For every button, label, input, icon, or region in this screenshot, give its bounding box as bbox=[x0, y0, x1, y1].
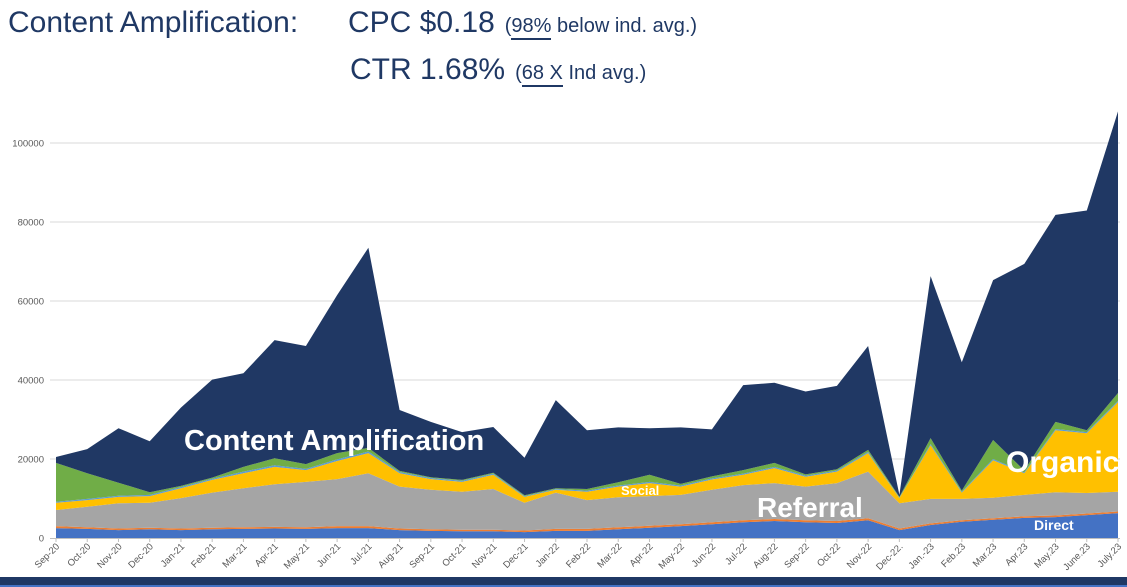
y-axis-tick-label: 80000 bbox=[18, 218, 44, 229]
x-axis-tick-label: Apr.23 bbox=[1003, 541, 1030, 568]
ctr-note: (68 X Ind avg.) bbox=[515, 62, 646, 87]
x-axis-tick-label: Sep-20 bbox=[33, 541, 62, 570]
x-axis-tick-label: Dec-22. bbox=[874, 541, 905, 572]
x-axis-tick-label: May-22 bbox=[657, 541, 687, 571]
series-label-organic: Organic bbox=[1006, 446, 1120, 479]
x-axis-tick-label: Jun-21 bbox=[315, 541, 343, 569]
series-label-content-amplification: Content Amplification bbox=[184, 425, 485, 457]
footer-bar bbox=[0, 577, 1127, 585]
x-axis-tick-label: May.23 bbox=[1032, 541, 1061, 570]
y-axis-tick-label: 0 bbox=[39, 534, 44, 545]
x-axis-tick-label: Dec-20 bbox=[126, 541, 155, 570]
x-axis-tick-label: Nov-22 bbox=[845, 541, 874, 570]
footer-accent-strip bbox=[0, 585, 1127, 587]
ctr-note-underlined: 68 X bbox=[521, 62, 563, 87]
x-axis-tick-label: Aug-22 bbox=[751, 541, 780, 570]
x-axis-tick-label: Jan-22 bbox=[534, 541, 562, 569]
area-unlabeled-light-blue bbox=[56, 400, 1118, 503]
x-axis-tick-label: Jun-22 bbox=[690, 541, 718, 569]
area-content-amplification bbox=[56, 111, 1118, 497]
cpc-note-underlined: 98% bbox=[511, 15, 552, 40]
x-axis-tick-label: Jul-22 bbox=[723, 541, 749, 567]
x-axis-tick-label: Sep-22 bbox=[782, 541, 811, 570]
x-axis-tick-label: Jul-21 bbox=[348, 541, 374, 567]
area-social bbox=[56, 393, 1118, 502]
x-axis-tick-label: Nov-20 bbox=[95, 541, 124, 570]
x-axis-tick-label: Sep-21 bbox=[408, 541, 437, 570]
x-axis-tick-label: Jan.-23 bbox=[907, 541, 937, 571]
series-label-direct: Direct bbox=[1034, 517, 1074, 533]
page-title: Content Amplification: bbox=[8, 6, 298, 40]
cpc-metric: CPC $0.18 (98% below ind. avg.) bbox=[348, 6, 697, 40]
x-axis-tick-label: Oct-22 bbox=[815, 541, 843, 569]
x-axis-tick-label: Dec-21 bbox=[501, 541, 530, 570]
area-direct bbox=[56, 513, 1118, 538]
x-axis-tick-label: Mar.23 bbox=[971, 541, 999, 569]
x-axis-tick-label: Oct-20 bbox=[65, 541, 93, 569]
x-axis-tick-label: June.23 bbox=[1061, 541, 1093, 573]
cpc-note: (98% below ind. avg.) bbox=[505, 15, 697, 40]
series-label-referral: Referral bbox=[757, 492, 863, 523]
x-axis-tick-label: Feb.23 bbox=[939, 541, 968, 570]
area-unlabeled-orange bbox=[56, 511, 1118, 533]
area-referral bbox=[56, 471, 1118, 531]
ctr-value: CTR 1.68% bbox=[350, 53, 506, 86]
x-axis-tick-label: Apr-21 bbox=[253, 541, 281, 569]
x-axis-tick-label: Mar-21 bbox=[220, 541, 249, 570]
x-axis-tick-label: Feb-21 bbox=[189, 541, 218, 570]
cpc-value: CPC $0.18 bbox=[348, 6, 495, 39]
x-axis-tick-label: May-21 bbox=[282, 541, 312, 571]
y-axis-tick-label: 60000 bbox=[18, 297, 44, 308]
area-organic bbox=[56, 402, 1118, 510]
title-label: Content Amplification: bbox=[8, 6, 299, 39]
x-axis-tick-label: Oct-21 bbox=[440, 541, 468, 569]
x-axis-tick-label: Aug-21 bbox=[376, 541, 405, 570]
x-axis-tick-label: July.23 bbox=[1096, 541, 1125, 570]
series-label-social: Social bbox=[621, 483, 660, 498]
y-axis-tick-label: 40000 bbox=[18, 376, 44, 387]
x-axis-tick-label: Mar-22 bbox=[595, 541, 624, 570]
x-axis-tick-label: Apr-22 bbox=[628, 541, 656, 569]
y-axis-tick-label: 100000 bbox=[12, 139, 44, 150]
y-axis-tick-label: 20000 bbox=[18, 455, 44, 466]
x-axis-tick-label: Jan-21 bbox=[159, 541, 187, 569]
x-axis-tick-label: Feb-22 bbox=[564, 541, 593, 570]
x-axis-tick-label: Nov-21 bbox=[470, 541, 499, 570]
ctr-metric: CTR 1.68% (68 X Ind avg.) bbox=[350, 53, 646, 87]
